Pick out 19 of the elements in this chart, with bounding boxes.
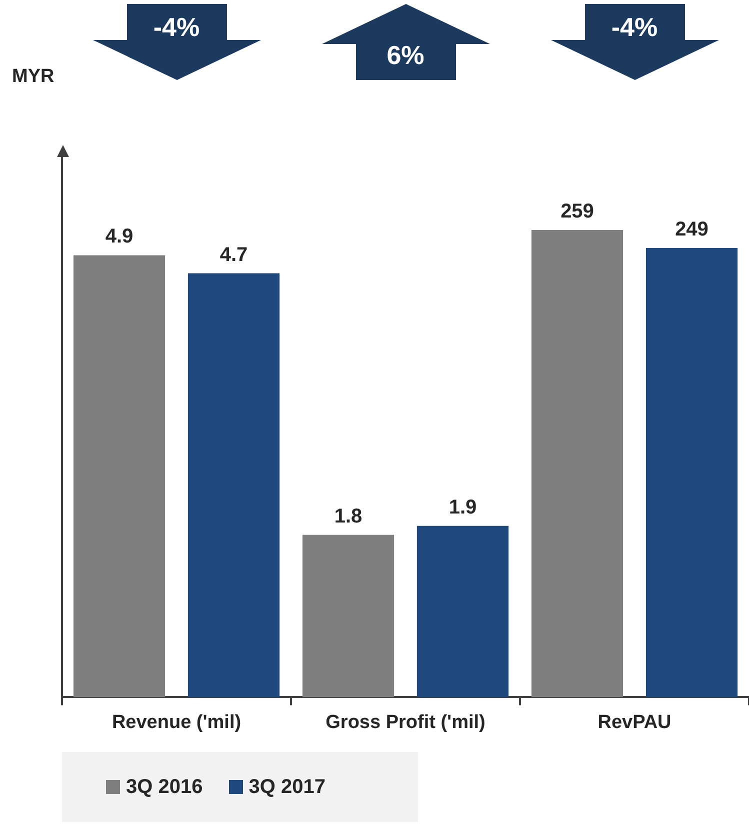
x-tick-label: RevPAU (598, 712, 672, 733)
x-tick-label: Revenue ('mil) (112, 712, 242, 733)
bar (188, 273, 280, 698)
legend-label: 3Q 2017 (248, 776, 326, 798)
text: -4% (610, 12, 659, 43)
text: 6% (386, 40, 426, 71)
data-label: 249 (675, 218, 708, 241)
y-axis-title: MYR (12, 66, 54, 88)
bar (302, 534, 394, 698)
data-label: 1.8 (334, 505, 362, 528)
x-tick-label: Gross Profit ('mil) (326, 712, 486, 733)
legend-label: 3Q 2016 (126, 776, 203, 798)
data-label: 4.7 (220, 244, 248, 266)
bar (73, 255, 166, 698)
text: -4% (152, 12, 201, 43)
data-label: 4.9 (105, 226, 134, 248)
data-label: 1.9 (448, 496, 477, 518)
bar (416, 526, 509, 698)
data-label: 259 (560, 200, 594, 222)
